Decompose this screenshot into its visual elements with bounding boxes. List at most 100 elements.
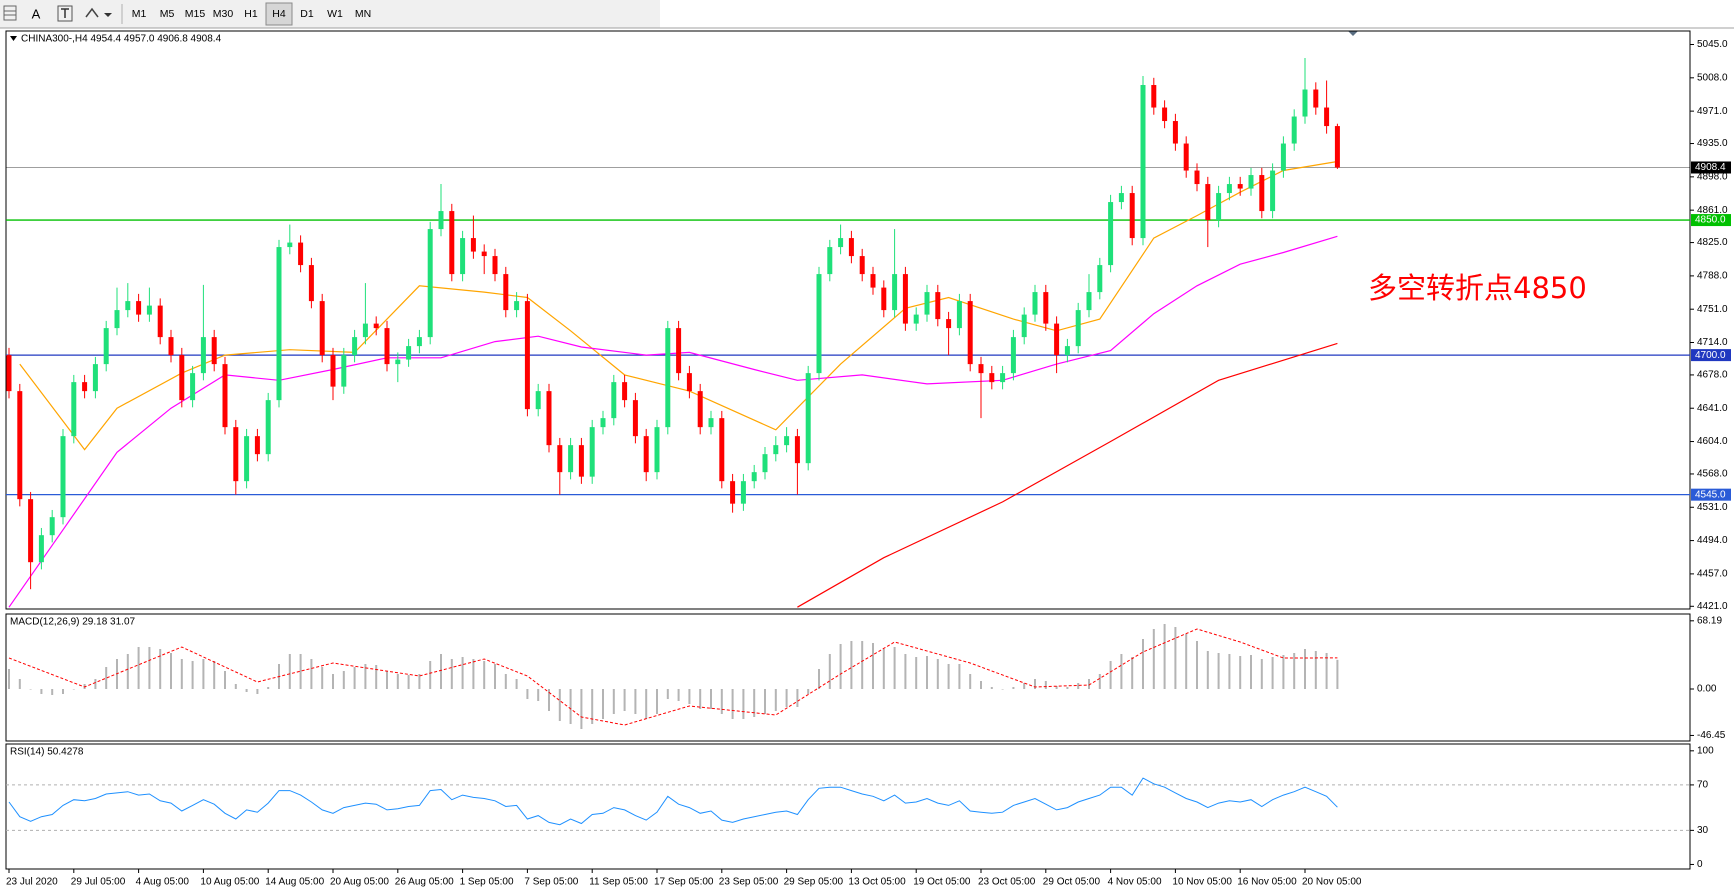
timeframe-button[interactable]: H1 [244, 8, 258, 20]
candle-body [308, 265, 314, 302]
candle-body [1108, 202, 1114, 266]
macd-bar [40, 689, 43, 694]
macd-signal [8, 628, 1338, 726]
x-tick-label: 29 Jul 05:00 [71, 877, 126, 888]
timeframe-button[interactable]: H4 [272, 8, 286, 20]
macd-bar [785, 689, 788, 707]
macd-bar [213, 661, 216, 689]
macd-bar [807, 689, 810, 694]
candle-body [514, 301, 520, 311]
candle-body [1086, 292, 1092, 311]
macd-bar [1001, 689, 1004, 690]
panel: 68.19 0.00 -46.45 MACD(12,26,9) 29.18 31.07 [5, 613, 1726, 742]
x-tick-label: 29 Oct 05:00 [1043, 877, 1101, 888]
macd-bar [1336, 659, 1339, 689]
macd-bar [418, 674, 421, 689]
candle-body [719, 418, 725, 482]
macd-bar [958, 664, 961, 689]
timeframe-button[interactable]: MN [355, 8, 371, 20]
candle-body [298, 242, 304, 266]
rsi-line [8, 777, 1338, 826]
candle-body [6, 355, 12, 392]
font-tool[interactable]: A [32, 6, 41, 21]
y-tick-label: 4421.0 [1697, 601, 1728, 612]
macd-bar [526, 689, 529, 699]
x-tick-label: 4 Nov 05:00 [1108, 877, 1162, 888]
timeframe-button[interactable]: M30 [213, 8, 234, 20]
candle-body [1237, 184, 1243, 189]
candle-body [1172, 121, 1178, 144]
macd-bar [1282, 655, 1285, 689]
candle-body [546, 391, 552, 446]
candle-body [287, 242, 293, 248]
macd-bar [321, 667, 324, 689]
macd-bar [29, 689, 32, 690]
macd-bar [1163, 624, 1166, 689]
macd-bar [407, 675, 410, 689]
timeframe-button[interactable]: M5 [160, 8, 175, 20]
macd-bar [753, 689, 756, 717]
macd-bar [980, 681, 982, 689]
macd-bar [645, 689, 648, 719]
macd-bar [850, 641, 853, 689]
y-tick-label: 4751.0 [1697, 304, 1728, 315]
grid-tool-icon[interactable] [3, 5, 17, 21]
candle-body [233, 427, 239, 482]
macd-bar [1012, 687, 1015, 689]
panel-frame [5, 613, 1691, 742]
text-label-icon[interactable] [57, 5, 73, 22]
level-label: 4700.0 [1695, 350, 1726, 361]
candle-body [805, 373, 811, 464]
candle-body [427, 229, 433, 338]
candle-body [1118, 193, 1124, 203]
candle-body [265, 400, 271, 455]
x-tick-label: 11 Sep 05:00 [589, 877, 648, 888]
candle-body [989, 373, 995, 383]
macd-bar [1217, 653, 1220, 689]
level-label: 4850.0 [1695, 215, 1726, 226]
macd-bar [591, 689, 594, 724]
candle-body [848, 238, 854, 257]
candle-body [524, 301, 530, 410]
candle-body [665, 328, 671, 428]
x-tick-label: 26 Aug 05:00 [395, 877, 454, 888]
macd-bar [602, 689, 604, 719]
candle-body [503, 274, 509, 311]
y-tick-label: 4604.0 [1697, 436, 1728, 447]
macd-bar [245, 689, 248, 692]
macd-bar [1152, 629, 1155, 689]
candle-body [470, 238, 476, 252]
macd-bar [429, 661, 432, 689]
candle-body [654, 427, 660, 473]
macd-bar [1098, 674, 1101, 689]
candle-body [892, 274, 898, 311]
timeframe-button[interactable]: D1 [300, 8, 314, 20]
candle-body [935, 292, 941, 320]
timeframe-button[interactable]: W1 [327, 8, 343, 20]
candle-body [1226, 184, 1232, 194]
macd-bar [234, 684, 237, 689]
candle-body [1324, 107, 1330, 127]
macd-bar [969, 674, 972, 689]
macd-bar [764, 689, 766, 714]
panel-title: CHINA300-,H4 4954.4 4957.0 4906.8 4908.4 [21, 34, 222, 45]
candle-body [1129, 193, 1135, 239]
macd-bar [548, 689, 550, 711]
macd-bar [483, 661, 486, 689]
candle-body [600, 418, 606, 428]
macd-bar [364, 664, 367, 689]
macd-bar [990, 687, 993, 689]
y-tick-label: -46.45 [1697, 730, 1726, 741]
timeframe-button[interactable]: M1 [132, 8, 147, 20]
macd-bar [494, 664, 496, 689]
macd-bar [537, 689, 540, 701]
macd-bar [18, 679, 21, 689]
shapes-icon[interactable] [85, 7, 112, 18]
candle-body [1334, 126, 1340, 168]
macd-bar [882, 649, 885, 689]
candle-body [1151, 85, 1157, 108]
timeframe-button[interactable]: M15 [185, 8, 206, 20]
candle-body [1194, 170, 1200, 185]
toolbar: A M1 M5 M15 M30 H1 H4 D1 W1 MN [0, 0, 1734, 29]
